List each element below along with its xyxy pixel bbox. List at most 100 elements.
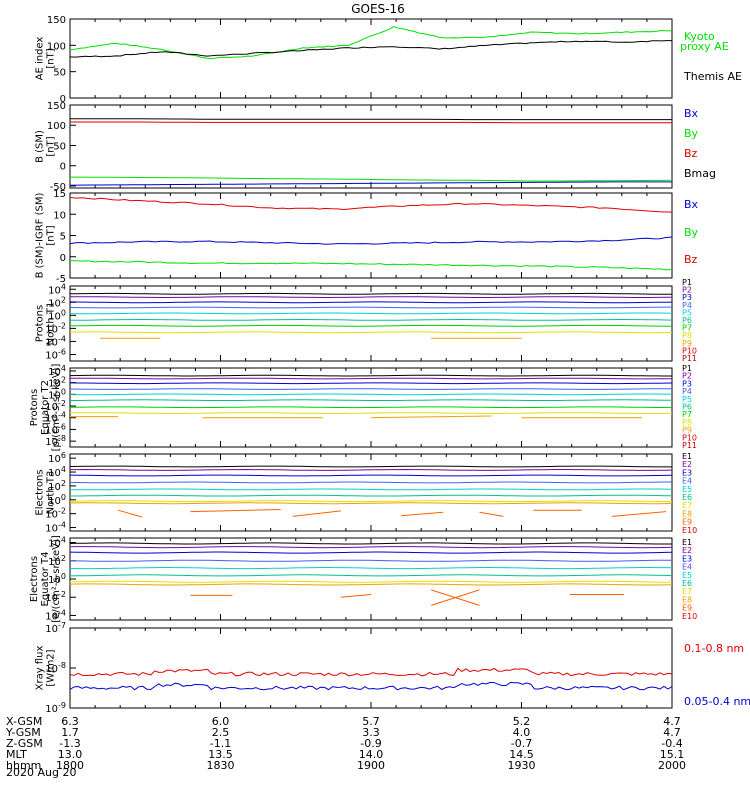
footer-value: 3.3 (362, 726, 380, 739)
legend-bz: Bz (684, 253, 698, 266)
y-tick-label: 104 (48, 364, 66, 378)
y-axis-label: ElectronsEquator T4[e/(cm²-s-sr-keV)] (29, 535, 62, 623)
legend-by: By (684, 226, 699, 239)
legend-e1: E1 (682, 452, 692, 461)
series-p8 (70, 412, 673, 414)
legend-kyoto-proxy-ae-2: proxy AE (680, 40, 729, 53)
series-p6 (69, 319, 673, 321)
footer-row-label: MLT (6, 748, 27, 761)
legend-p6: P6 (682, 403, 692, 412)
legend-p8: P8 (682, 331, 692, 340)
legend-p4: P4 (682, 387, 692, 396)
y-tick-label: 50 (53, 68, 66, 79)
footer-value: 2.5 (212, 726, 230, 739)
legend-p8: P8 (682, 418, 692, 427)
series-p8 (70, 331, 672, 334)
y-tick-label: 10-2 (45, 399, 66, 413)
footer-value: -1.1 (210, 737, 231, 750)
legend-e2: E2 (682, 460, 692, 469)
footer-value: -0.9 (360, 737, 381, 750)
footer-value: 2000 (658, 759, 686, 772)
footer-value: 1900 (357, 759, 385, 772)
legend-p7: P7 (682, 324, 692, 333)
y-tick-label: 10 (53, 210, 66, 221)
legend-e3: E3 (682, 554, 692, 563)
series-e9-segment (431, 589, 480, 606)
series-e3 (69, 551, 673, 554)
y-tick-label: 102 (48, 479, 66, 493)
panel-b-sm: -50 0 50 100 150 B (SM)[nT] Bx By Bz Bmag (35, 101, 717, 193)
y-tick-label: 102 (48, 376, 66, 390)
y-tick-label: 10-4 (45, 608, 66, 622)
legend-e6: E6 (682, 579, 692, 588)
footer-value: 6.0 (212, 715, 230, 728)
y-tick-label: 100 (48, 308, 66, 322)
series-e9-segment (190, 509, 281, 513)
legend-p3: P3 (682, 379, 692, 388)
y-tick-label: 10-4 (45, 334, 66, 348)
y-axis-label: B (SM)-IGRF (SM)[nT] (35, 193, 57, 279)
series-p3 (69, 301, 673, 304)
series-p3 (69, 382, 673, 385)
footer-value: 5.7 (362, 715, 380, 728)
y-tick-label: 10-2 (45, 321, 66, 335)
series-e6 (70, 494, 673, 497)
legend-p2: P2 (682, 286, 692, 295)
series-e8 (69, 583, 673, 586)
y-tick-label: 50 (53, 141, 66, 152)
series-bz (70, 121, 672, 124)
legend-by: By (684, 127, 699, 140)
series-p2 (69, 296, 672, 298)
footer-value: 15.1 (660, 748, 685, 761)
y-tick-label: 10-8 (45, 661, 66, 675)
y-tick-label: 106 (48, 451, 66, 465)
legend-e8: E8 (682, 509, 692, 518)
y-tick-label: 10-2 (45, 507, 66, 521)
chart-title: GOES-16 (351, 2, 405, 16)
series-p7 (69, 324, 673, 327)
y-axis-label: ProtonsEquator T2[p/(cm²-s-sr-keV)] (29, 364, 62, 452)
y-axis-label: ElectronsNorth T3 (35, 469, 57, 515)
series-xray-1 (69, 681, 673, 691)
y-tick-label: 100 (48, 387, 66, 401)
legend-p9: P9 (682, 339, 692, 348)
panel-frame (69, 537, 673, 621)
panel-frame (69, 18, 673, 99)
panel-frame (69, 627, 673, 709)
legend-p1: P1 (682, 364, 692, 373)
y-tick-label: 10-6 (45, 422, 66, 436)
legend-e9: E9 (682, 604, 692, 613)
legend-p11: P11 (682, 441, 697, 450)
y-tick-label: 102 (48, 295, 66, 309)
legend-e9: E9 (682, 518, 692, 527)
footer-value: -0.7 (511, 737, 532, 750)
legend-e5: E5 (682, 485, 692, 494)
series-p2 (70, 377, 673, 380)
series-p5 (69, 393, 672, 396)
footer-value: 5.2 (513, 715, 531, 728)
y-axis-label: B (SM)[nT] (35, 130, 57, 163)
footer-row-label: hhmm (6, 759, 41, 772)
legend-p6: P6 (682, 316, 692, 325)
footer-value: -1.3 (59, 737, 80, 750)
series-e4 (69, 559, 673, 562)
legend-p5: P5 (682, 395, 692, 404)
series-p7 (69, 406, 673, 409)
panel-protons-equator-t2: 10410210010-210-410-610-8ProtonsEquator … (29, 364, 697, 452)
series-p6 (70, 399, 673, 401)
series-by (70, 176, 673, 182)
legend-bmag: Bmag (684, 167, 716, 180)
y-tick-label: 150 (47, 101, 66, 112)
legend-bx: Bx (684, 198, 699, 211)
y-tick-label: 10-6 (45, 347, 66, 361)
series-e9-segment (292, 510, 341, 517)
legend-bz: Bz (684, 147, 698, 160)
legend-p3: P3 (682, 293, 692, 302)
y-tick-label: 0 (60, 253, 66, 264)
footer-value: 14.0 (359, 748, 384, 761)
legend-e10: E10 (682, 526, 697, 535)
footer-value: 4.7 (663, 726, 681, 739)
legend-p11: P11 (682, 354, 697, 363)
